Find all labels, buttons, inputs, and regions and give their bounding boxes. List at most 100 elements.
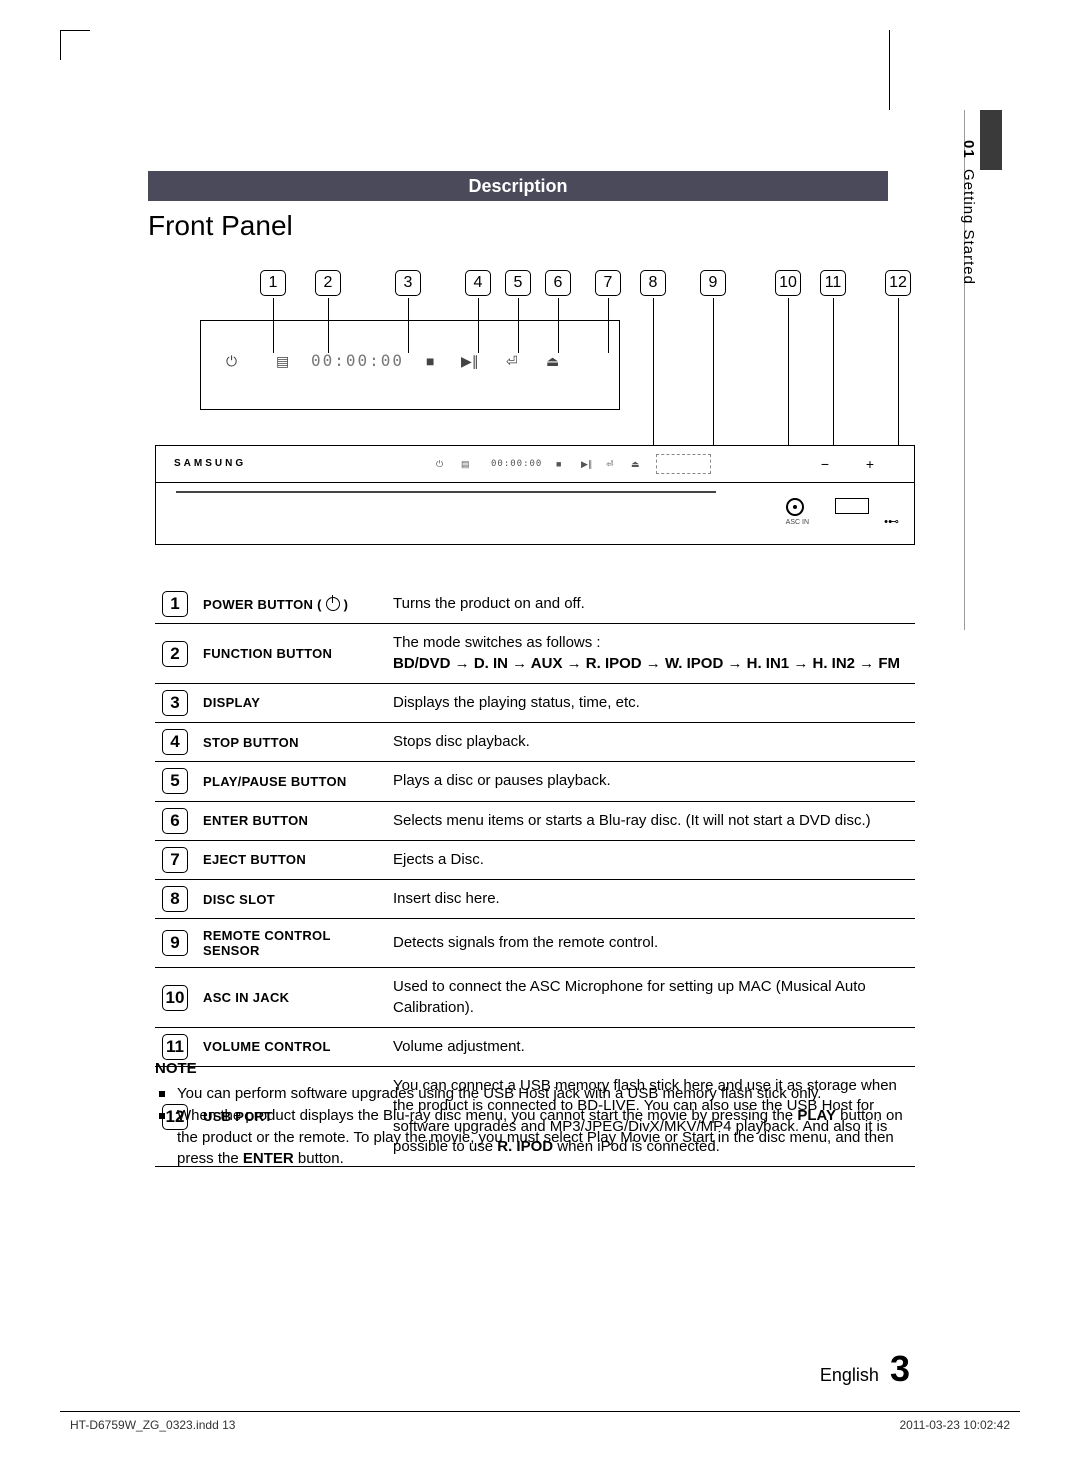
heading-front-panel: Front Panel bbox=[148, 210, 293, 242]
device-diagram: SAMSUNG ⏻ ▤ 00:00:00 ■ ▶∥ ⏎ ⏏ − + ASC IN… bbox=[155, 445, 915, 545]
crop-mark bbox=[889, 30, 890, 110]
callout-4: 4 bbox=[465, 270, 491, 296]
side-tab: 01 Getting Started bbox=[972, 110, 1002, 630]
row-number: 7 bbox=[162, 847, 188, 873]
volume-plus: + bbox=[866, 456, 874, 472]
note-heading: NOTE bbox=[155, 1060, 915, 1077]
row-description: Plays a disc or pauses playback. bbox=[385, 762, 915, 801]
row-label: DISC SLOT bbox=[195, 880, 385, 919]
row-number: 11 bbox=[162, 1034, 188, 1060]
table-row: 6 ENTER BUTTONSelects menu items or start… bbox=[155, 801, 915, 840]
lead-line bbox=[788, 298, 789, 468]
row-label: DISPLAY bbox=[195, 683, 385, 722]
enter-icon: ⏎ bbox=[506, 353, 518, 370]
row-number: 8 bbox=[162, 886, 188, 912]
table-row: 1POWER BUTTON ( )Turns the product on an… bbox=[155, 585, 915, 624]
zoom-box: ⏻ ▤ 00:00:00 ■ ▶∥ ⏎ ⏏ bbox=[200, 320, 620, 410]
lead-line bbox=[713, 298, 714, 448]
lead-line bbox=[833, 298, 834, 468]
side-tab-dark bbox=[980, 110, 1002, 170]
mini-function-icon: ▤ bbox=[461, 459, 470, 470]
row-label: PLAY/PAUSE BUTTON bbox=[195, 762, 385, 801]
callout-3: 3 bbox=[395, 270, 421, 296]
row-label: FUNCTION BUTTON bbox=[195, 624, 385, 684]
mini-power-icon: ⏻ bbox=[436, 459, 443, 470]
callout-5: 5 bbox=[505, 270, 531, 296]
note-line-2: When the product displays the Blu-ray di… bbox=[177, 1105, 915, 1170]
imprint-line: HT-D6759W_ZG_0323.indd 13 2011-03-23 10:… bbox=[60, 1411, 1020, 1432]
note-2d: ENTER bbox=[243, 1150, 294, 1167]
table-row: 7 EJECT BUTTONEjects a Disc. bbox=[155, 840, 915, 879]
callout-12: 12 bbox=[885, 270, 911, 296]
mini-eject-icon: ⏏ bbox=[631, 459, 640, 470]
row-description: Stops disc playback. bbox=[385, 723, 915, 762]
power-icon: ⏻ bbox=[226, 353, 237, 370]
callout-2: 2 bbox=[315, 270, 341, 296]
note-2a: When the product displays the Blu-ray di… bbox=[177, 1107, 797, 1124]
callout-11: 11 bbox=[820, 270, 846, 296]
mini-display: 00:00:00 bbox=[491, 459, 542, 469]
callout-8: 8 bbox=[640, 270, 666, 296]
table-row: 5 PLAY/PAUSE BUTTONPlays a disc or pauses… bbox=[155, 762, 915, 801]
row-number: 3 bbox=[162, 690, 188, 716]
row-description: Used to connect the ASC Microphone for s… bbox=[385, 968, 915, 1028]
lead-line bbox=[653, 298, 654, 448]
note-section: NOTE You can perform software upgrades u… bbox=[155, 1060, 915, 1170]
row-description: The mode switches as follows :BD/DVD → D… bbox=[385, 624, 915, 684]
row-description: Ejects a Disc. bbox=[385, 840, 915, 879]
table-row: 2 FUNCTION BUTTONThe mode switches as fol… bbox=[155, 624, 915, 684]
mini-play-icon: ▶∥ bbox=[581, 459, 592, 470]
side-tab-text: 01 Getting Started bbox=[960, 140, 977, 285]
row-label: ASC IN JACK bbox=[195, 968, 385, 1028]
row-description: Detects signals from the remote control. bbox=[385, 919, 915, 968]
usb-symbol-icon: •⊷ bbox=[884, 515, 899, 528]
volume-minus: − bbox=[821, 456, 829, 472]
imprint-file: HT-D6759W_ZG_0323.indd 13 bbox=[70, 1418, 235, 1432]
callout-9: 9 bbox=[700, 270, 726, 296]
imprint-date: 2011-03-23 10:02:42 bbox=[899, 1418, 1010, 1432]
slot-line bbox=[176, 491, 716, 493]
page: 01 Getting Started Description Front Pan… bbox=[60, 30, 1020, 1450]
row-number: 9 bbox=[162, 930, 188, 956]
row-label: STOP BUTTON bbox=[195, 723, 385, 762]
side-tab-label: Getting Started bbox=[960, 169, 977, 285]
device-lower: ASC IN •⊷ bbox=[155, 483, 915, 545]
table-row: 3DISPLAYDisplays the playing status, tim… bbox=[155, 683, 915, 722]
asc-jack-icon bbox=[786, 498, 804, 516]
table-row: 9REMOTE CONTROL SENSORDetects signals fr… bbox=[155, 919, 915, 968]
row-number: 10 bbox=[162, 985, 189, 1011]
crop-mark bbox=[60, 30, 90, 60]
row-number: 6 bbox=[162, 808, 188, 834]
section-title-bar: Description bbox=[148, 171, 888, 201]
power-icon bbox=[326, 597, 340, 611]
function-icon: ▤ bbox=[276, 353, 289, 370]
callout-7: 7 bbox=[595, 270, 621, 296]
note-2e: button. bbox=[294, 1150, 344, 1167]
row-label: ENTER BUTTON bbox=[195, 801, 385, 840]
callout-6: 6 bbox=[545, 270, 571, 296]
zoom-display: 00:00:00 bbox=[311, 351, 404, 370]
table-row: 4 STOP BUTTONStops disc playback. bbox=[155, 723, 915, 762]
eject-icon: ⏏ bbox=[546, 353, 559, 370]
asc-label: ASC IN bbox=[786, 519, 809, 526]
row-description: Insert disc here. bbox=[385, 880, 915, 919]
lead-line bbox=[898, 298, 899, 468]
note-2b: PLAY bbox=[797, 1107, 836, 1124]
row-number: 5 bbox=[162, 768, 188, 794]
row-number: 4 bbox=[162, 729, 188, 755]
table-row: 8 DISC SLOTInsert disc here. bbox=[155, 880, 915, 919]
row-description: Turns the product on and off. bbox=[385, 585, 915, 624]
callout-1: 1 bbox=[260, 270, 286, 296]
disc-slot-outline bbox=[656, 454, 711, 474]
row-description: Selects menu items or starts a Blu-ray d… bbox=[385, 801, 915, 840]
callout-row: 123456789101112 bbox=[200, 270, 920, 300]
page-footer: English 3 bbox=[60, 1348, 1020, 1390]
brand-logo: SAMSUNG bbox=[174, 458, 246, 469]
row-number: 1 bbox=[162, 591, 188, 617]
callout-10: 10 bbox=[775, 270, 801, 296]
device-top-strip: SAMSUNG ⏻ ▤ 00:00:00 ■ ▶∥ ⏎ ⏏ − + bbox=[155, 445, 915, 483]
row-number: 2 bbox=[162, 641, 188, 667]
note-line-1: You can perform software upgrades using … bbox=[177, 1083, 915, 1105]
mini-stop-icon: ■ bbox=[556, 459, 561, 469]
row-label: EJECT BUTTON bbox=[195, 840, 385, 879]
